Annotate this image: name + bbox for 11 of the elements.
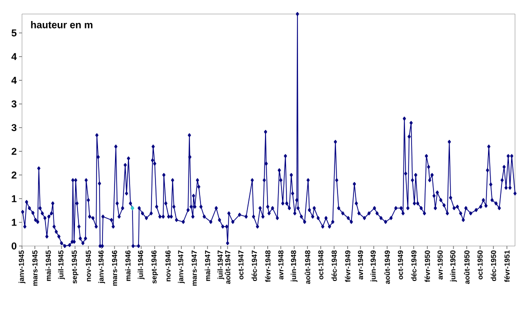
y-tick-label: 5 <box>12 29 17 36</box>
y-tick-label: 2 <box>12 148 16 155</box>
y-tick-label: 0 <box>12 242 16 250</box>
y-tick-label: 4 <box>11 53 17 60</box>
y-tick-label: 4 <box>11 76 17 84</box>
y-tick-label: 3 <box>12 100 16 108</box>
y-tick-label: 2 <box>12 172 16 178</box>
y-tick-label: 1 <box>12 195 17 202</box>
y-axis-title: hauteur en m <box>31 21 92 28</box>
y-tick-label: 3 <box>12 124 16 132</box>
y-tick-label: 1 <box>12 218 17 226</box>
